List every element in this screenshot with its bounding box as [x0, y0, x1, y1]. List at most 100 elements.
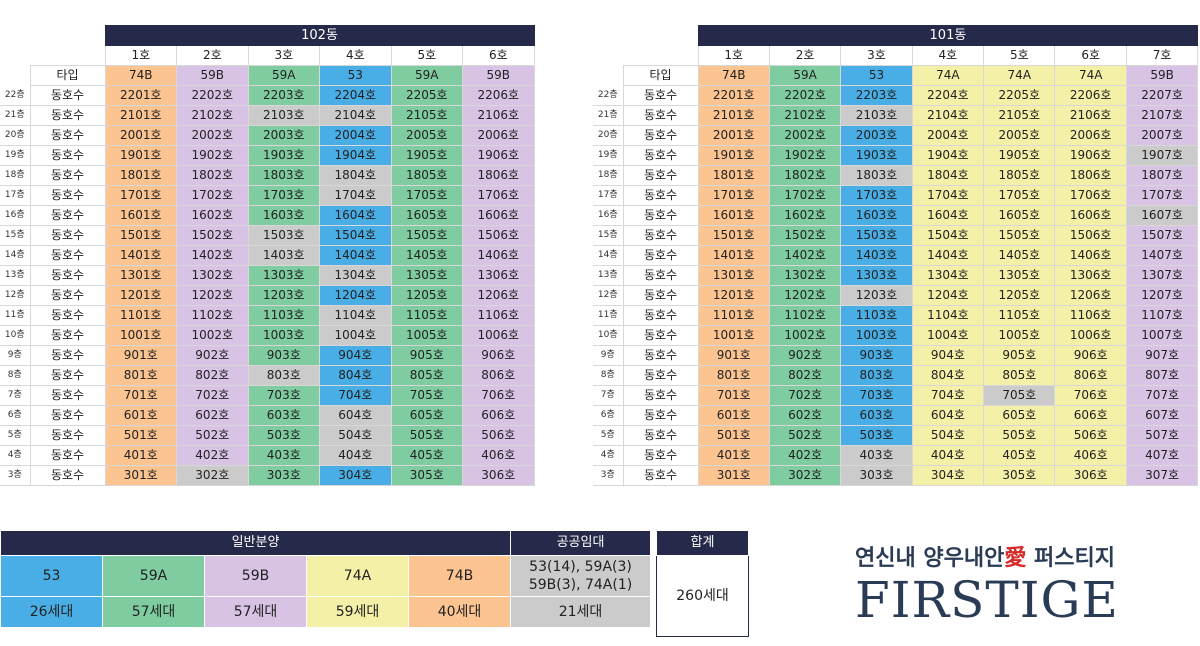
room-cell: 1202호 [176, 285, 249, 306]
room-cell: 2107호 [1125, 105, 1199, 126]
room-cell: 1905호 [390, 145, 464, 166]
room-cell: 1807호 [1125, 165, 1199, 186]
room-row-label: 동호수 [29, 465, 106, 486]
room-cell: 1302호 [176, 265, 249, 286]
floor-label: 8층 [0, 365, 30, 386]
room-cell: 1104호 [911, 305, 985, 326]
floor-label: 13층 [0, 265, 30, 286]
unit-number-header: 2호 [176, 45, 249, 66]
room-cell: 405호 [390, 445, 464, 466]
room-row-label: 동호수 [29, 265, 106, 286]
room-cell: 805호 [390, 365, 464, 386]
room-cell: 1401호 [104, 245, 178, 266]
room-row-label: 동호수 [29, 365, 106, 386]
room-row-label: 동호수 [29, 345, 106, 366]
room-cell: 2206호 [1054, 85, 1127, 106]
room-cell: 2001호 [697, 125, 770, 146]
room-cell: 2002호 [768, 125, 842, 146]
room-cell: 1601호 [104, 205, 178, 226]
room-cell: 1604호 [319, 205, 392, 226]
room-row-label: 동호수 [622, 425, 699, 446]
room-row-label: 동호수 [622, 285, 699, 306]
room-cell: 505호 [390, 425, 464, 446]
floor-label: 15층 [593, 225, 623, 246]
room-cell-public-rental: 2103호 [247, 105, 321, 126]
room-cell: 802호 [176, 365, 249, 386]
room-cell: 1002호 [176, 325, 249, 346]
unit-type-cell: 59A [768, 65, 842, 86]
unit-type-cell: 59A [390, 65, 464, 86]
room-cell: 907호 [1125, 345, 1199, 366]
room-cell: 1301호 [697, 265, 770, 286]
room-cell-public-rental: 1004호 [319, 325, 392, 346]
type-row-label: 타입 [622, 65, 699, 86]
room-cell: 1006호 [462, 325, 535, 346]
room-cell: 2005호 [390, 125, 464, 146]
room-cell: 1704호 [911, 185, 985, 206]
room-cell: 2005호 [983, 125, 1056, 146]
floor-row: 4층 동호수 401호 402호 403호 404호 405호 406호 407호 [593, 445, 1199, 466]
building-title: 102동 [104, 25, 535, 46]
room-cell: 2207호 [1125, 85, 1199, 106]
room-cell: 707호 [1125, 385, 1199, 406]
room-cell: 1903호 [840, 145, 913, 166]
room-cell: 502호 [768, 425, 842, 446]
unit-type-cell: 53 [840, 65, 913, 86]
room-cell: 1107호 [1125, 305, 1199, 326]
room-cell: 1002호 [768, 325, 842, 346]
room-cell: 1904호 [319, 145, 392, 166]
room-cell: 1906호 [1054, 145, 1127, 166]
room-cell: 901호 [104, 345, 178, 366]
room-cell: 304호 [911, 465, 985, 486]
room-row-label: 동호수 [29, 245, 106, 266]
room-cell: 2004호 [911, 125, 985, 146]
total-count: 260세대 [656, 555, 749, 637]
room-cell: 1504호 [319, 225, 392, 246]
floor-row: 18층 동호수 1801호 1802호 1803호 1804호 1805호 1806호 [0, 165, 535, 186]
room-cell: 1801호 [104, 165, 178, 186]
floor-row: 17층 동호수 1701호 1702호 1703호 1704호 1705호 1706호 [0, 185, 535, 206]
room-row-label: 동호수 [622, 125, 699, 146]
room-cell: 1207호 [1125, 285, 1199, 306]
room-cell: 1007호 [1125, 325, 1199, 346]
room-cell: 1701호 [104, 185, 178, 206]
unit-type-cell: 74A [983, 65, 1056, 86]
room-cell: 1706호 [1054, 185, 1127, 206]
room-cell: 1702호 [768, 185, 842, 206]
floor-row: 10층 동호수 1001호 1002호 1003호 1004호 1005호 1006호 1007… [593, 325, 1199, 346]
room-row-label: 동호수 [29, 445, 106, 466]
unit-number-header: 6호 [462, 45, 535, 66]
room-cell: 2204호 [911, 85, 985, 106]
unit-number-header: 3호 [247, 45, 321, 66]
room-row-label: 동호수 [622, 445, 699, 466]
room-cell: 1501호 [697, 225, 770, 246]
room-cell: 1905호 [983, 145, 1056, 166]
floor-row: 3층 동호수 301호 302호 303호 304호 305호 306호 [0, 465, 535, 486]
room-cell: 1601호 [697, 205, 770, 226]
room-cell: 804호 [911, 365, 985, 386]
floor-label: 21층 [0, 105, 30, 126]
room-cell: 1503호 [840, 225, 913, 246]
room-cell: 1306호 [462, 265, 535, 286]
room-cell: 1204호 [911, 285, 985, 306]
room-cell: 601호 [104, 405, 178, 426]
room-row-label: 동호수 [29, 165, 106, 186]
room-cell-public-rental: 303호 [840, 465, 913, 486]
floor-row: 19층 동호수 1901호 1902호 1903호 1904호 1905호 1906호 [0, 145, 535, 166]
room-cell: 903호 [840, 345, 913, 366]
room-cell: 905호 [390, 345, 464, 366]
room-cell: 706호 [462, 385, 535, 406]
summary-type-59a: 59A [102, 555, 205, 597]
firstige-logo: 연신내 양우내안愛 퍼스티지 FIRSTIGE [855, 540, 1155, 626]
room-cell: 1506호 [1054, 225, 1127, 246]
room-cell: 304호 [319, 465, 392, 486]
room-cell: 2102호 [176, 105, 249, 126]
floor-row: 16층 동호수 1601호 1602호 1603호 1604호 1605호 1606호 1607… [593, 205, 1199, 226]
room-row-label: 동호수 [622, 305, 699, 326]
room-cell: 1402호 [768, 245, 842, 266]
room-cell: 906호 [1054, 345, 1127, 366]
room-cell: 1603호 [247, 205, 321, 226]
room-row-label: 동호수 [622, 345, 699, 366]
floor-label: 22층 [0, 85, 30, 106]
room-cell: 806호 [1054, 365, 1127, 386]
